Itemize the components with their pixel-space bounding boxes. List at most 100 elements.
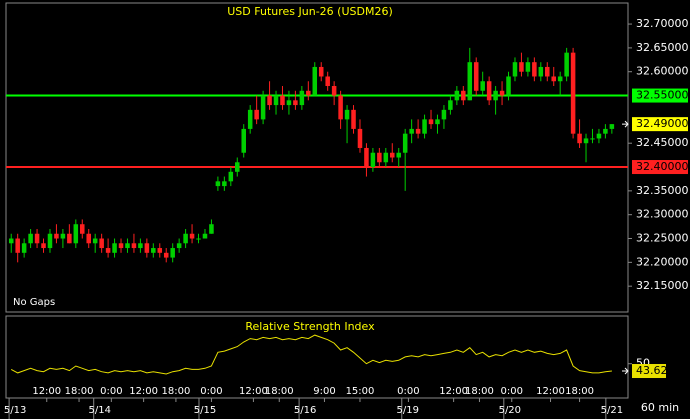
- candle-body: [467, 62, 473, 101]
- x-tick-label: 18:00: [465, 386, 494, 397]
- candle-body: [454, 90, 460, 101]
- x-tick-label: 0:00: [100, 386, 122, 397]
- candle-body: [267, 95, 272, 106]
- candle-body: [486, 81, 492, 101]
- y-tick-label: 32.30000: [636, 208, 689, 221]
- candle-body: [80, 224, 85, 234]
- level-label-box: [632, 160, 688, 175]
- candle-body: [557, 76, 563, 82]
- x-tick-label: 0:00: [200, 386, 222, 397]
- candle-body: [318, 66, 324, 77]
- x-tick-label: 0:00: [501, 386, 523, 397]
- candle-body: [473, 62, 479, 91]
- candle-body: [293, 100, 298, 106]
- chart-title: USD Futures Jun-26 (USDM26): [227, 5, 392, 18]
- candle-body: [138, 243, 143, 249]
- last-price-arrow: [622, 120, 629, 128]
- candle-body: [428, 119, 434, 125]
- candle-body: [8, 238, 14, 244]
- rsi-last-box: [632, 364, 666, 379]
- candle-body: [512, 62, 518, 77]
- x-tick-label: 12:00: [439, 386, 468, 397]
- date-tick-label: 5/16: [294, 405, 316, 416]
- date-tick-label: 5/14: [88, 405, 110, 416]
- candle-body: [351, 109, 356, 129]
- x-tick-label: 12:00: [536, 386, 565, 397]
- candle-body: [306, 90, 311, 96]
- candle-body: [590, 138, 595, 140]
- candle-body: [105, 248, 111, 253]
- candle-body: [202, 233, 208, 239]
- candle-body: [60, 233, 66, 239]
- rsi-panel: [5, 315, 629, 399]
- candle-body: [545, 66, 550, 77]
- candle-body: [402, 133, 408, 153]
- candle-body: [448, 100, 453, 110]
- candle-body: [286, 100, 292, 106]
- date-tick-label: 5/20: [499, 405, 521, 416]
- candle-body: [506, 76, 511, 96]
- candle-body: [209, 224, 214, 234]
- level-label-box: [632, 88, 688, 103]
- x-tick-label: 18:00: [162, 386, 191, 397]
- candle-body: [228, 171, 234, 182]
- candle-body: [422, 119, 427, 134]
- y-tick-label: 32.65000: [636, 41, 689, 54]
- candle-body: [41, 243, 46, 249]
- x-tick-label: 9:00: [313, 386, 335, 397]
- level-label: 32.40000: [636, 160, 689, 173]
- candle-body: [189, 233, 195, 239]
- x-tick-label: 12:00: [239, 386, 268, 397]
- x-tick-label: 12:00: [32, 386, 61, 397]
- rsi-last-label: 43.62: [636, 364, 668, 377]
- candle-body: [480, 81, 485, 91]
- candle-body: [125, 243, 130, 249]
- candle-body: [312, 66, 318, 96]
- candle-body: [396, 152, 401, 158]
- candle-body: [260, 95, 266, 120]
- candle-body: [222, 181, 227, 187]
- candle-body: [435, 119, 440, 125]
- candle-body: [235, 162, 240, 172]
- y-tick-label: 32.70000: [636, 17, 689, 30]
- x-tick-label: 18:00: [265, 386, 294, 397]
- candle-body: [331, 86, 337, 96]
- candle-body: [338, 95, 343, 120]
- annotation: No Gaps: [13, 297, 55, 308]
- y-tick-label: 32.15000: [636, 279, 689, 292]
- candle-body: [21, 243, 27, 253]
- level-label: 32.55000: [636, 89, 689, 102]
- candle-body: [86, 233, 91, 244]
- y-tick-label: 32.60000: [636, 65, 689, 78]
- candle-body: [596, 133, 602, 139]
- candle-body: [461, 90, 466, 101]
- y-tick-label: 32.25000: [636, 232, 689, 245]
- price-panel: [5, 2, 629, 313]
- date-tick-label: 5/21: [601, 405, 623, 416]
- candle-body: [112, 243, 117, 253]
- candle-body: [299, 90, 305, 106]
- candle-body: [570, 52, 576, 134]
- candle-body: [34, 233, 40, 244]
- candle-body: [151, 248, 156, 253]
- candle-body: [344, 109, 350, 120]
- candle-body: [364, 147, 369, 168]
- candle-body: [519, 62, 524, 72]
- x-tick-label: 18:00: [65, 386, 94, 397]
- y-tick-label: 32.35000: [636, 184, 689, 197]
- candle-body: [525, 62, 531, 72]
- candle-body: [415, 128, 421, 134]
- rsi-title: Relative Strength Index: [245, 320, 375, 333]
- rsi-line: [10, 334, 612, 375]
- rsi-last-arrow: [622, 367, 629, 375]
- candle-body: [28, 233, 33, 244]
- candle-body: [383, 152, 389, 163]
- candle-body: [441, 109, 447, 120]
- candle-body: [196, 238, 201, 240]
- candle-body: [493, 90, 498, 101]
- candle-body: [609, 124, 615, 129]
- candle-body: [551, 76, 556, 82]
- last-price-label: 32.49000: [636, 117, 689, 130]
- x-tick-label: 18:00: [565, 386, 594, 397]
